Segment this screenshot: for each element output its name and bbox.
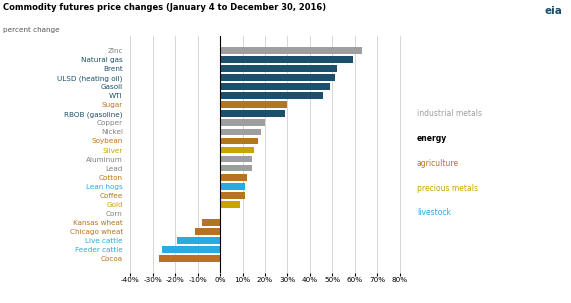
Bar [220, 47, 361, 54]
Bar [220, 119, 265, 126]
Bar [178, 237, 220, 244]
Bar [220, 156, 251, 162]
Text: eia: eia [545, 6, 562, 16]
Bar [220, 147, 254, 153]
Text: agriculture: agriculture [417, 159, 459, 168]
Text: energy: energy [417, 134, 447, 143]
Text: percent change: percent change [3, 27, 59, 33]
Bar [220, 138, 258, 144]
Bar [220, 201, 240, 208]
Bar [220, 65, 337, 72]
Bar [220, 165, 251, 171]
Bar [202, 219, 220, 226]
Bar [220, 183, 245, 190]
Text: precious metals: precious metals [417, 184, 478, 193]
Bar [220, 56, 353, 63]
Bar [220, 128, 260, 135]
Text: industrial metals: industrial metals [417, 109, 482, 118]
Text: Commodity futures price changes (January 4 to December 30, 2016): Commodity futures price changes (January… [3, 3, 326, 12]
Bar [162, 246, 220, 253]
Bar [220, 74, 335, 81]
Bar [195, 228, 220, 235]
Bar [220, 174, 247, 181]
Bar [220, 92, 323, 99]
Bar [220, 192, 245, 199]
Bar [220, 102, 287, 108]
Bar [220, 83, 330, 90]
Bar [159, 255, 220, 262]
Bar [220, 110, 286, 117]
Text: livestock: livestock [417, 208, 451, 218]
